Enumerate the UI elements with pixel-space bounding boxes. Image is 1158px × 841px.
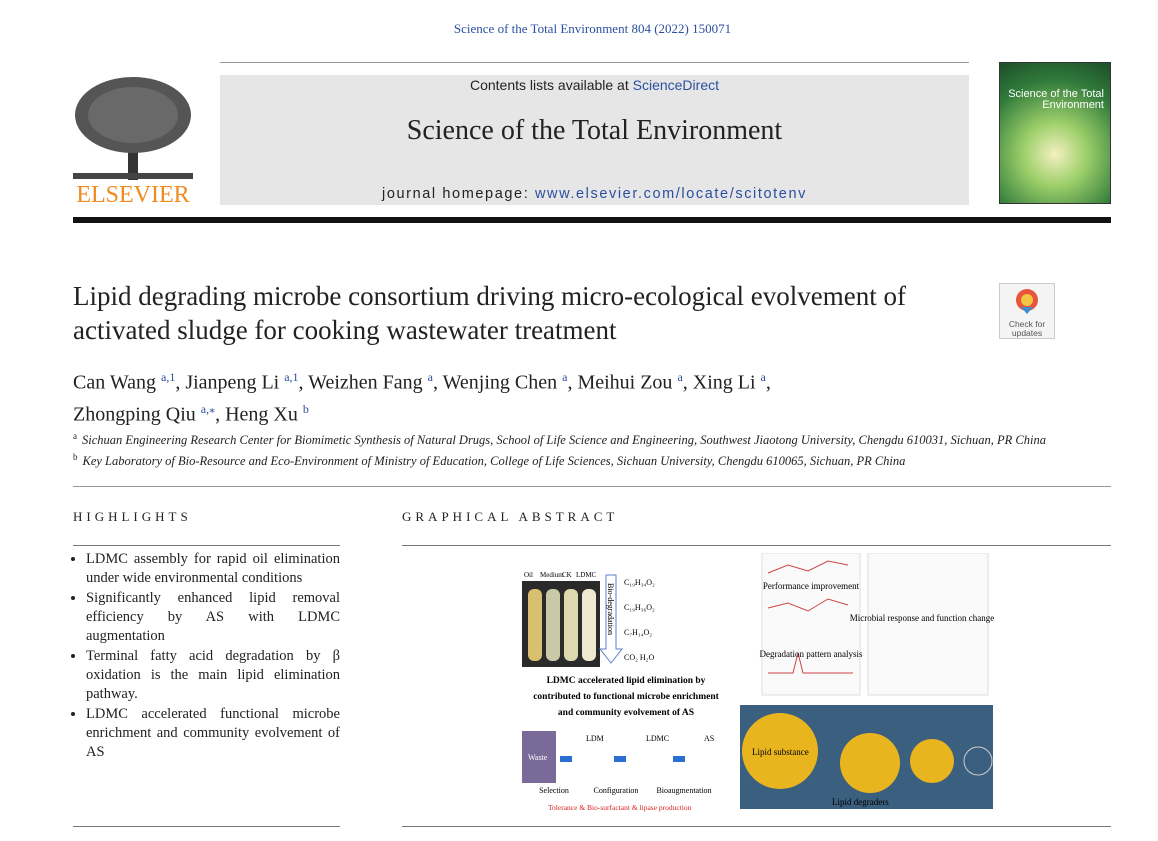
ga-label: LDM	[586, 734, 604, 743]
author-affiliation: a	[427, 370, 433, 384]
rule	[73, 486, 1111, 487]
cover-title: Science of the Total Environment	[1008, 88, 1104, 111]
author-name: , Wenjing Chen	[432, 371, 563, 394]
author-name: , Heng Xu	[215, 403, 303, 426]
highlight: LDMC accelerated functional microbe enri…	[86, 705, 340, 762]
affiliation-mark: a	[73, 431, 77, 441]
affiliation: b Key Laboratory of Bio-Resource and Eco-…	[73, 449, 1123, 470]
author-affiliation: a,1	[161, 370, 176, 384]
ga-label: Performance improvement	[763, 581, 860, 591]
link[interactable]: ScienceDirect	[632, 77, 719, 93]
ga-label: Bioaugmentation	[656, 786, 711, 795]
rule	[402, 826, 1111, 827]
text: Contents lists available at	[469, 77, 633, 93]
author-affiliation: b	[302, 401, 309, 416]
journal-title: Science of the Total Environment	[406, 115, 783, 146]
author-name: , Xing Li	[682, 371, 761, 394]
ga-label: CO₂ H₂O	[624, 653, 654, 662]
journal-cover: Science of the Total Environment	[999, 62, 1111, 204]
ga-label: Degradation pattern analysis	[760, 649, 863, 659]
ga-label: LDMC	[576, 571, 597, 579]
rule	[73, 826, 340, 827]
author-affiliation: a,⁎	[200, 401, 216, 416]
author-name: , Weizhen Fang	[298, 371, 428, 394]
author-affiliation: a	[677, 370, 683, 384]
homepage: journal homepage: www.elsevier.com/locat…	[220, 186, 969, 202]
ga-label: C₁₉H₃₄O₂	[624, 578, 655, 587]
journal-banner: Contents lists available at ScienceDirec…	[220, 75, 969, 205]
contents: Contents lists available at ScienceDirec…	[220, 77, 969, 93]
ga-label: Microbial response and function change	[850, 613, 994, 623]
affiliations: a Sichuan Engineering Research Center for…	[73, 428, 1123, 470]
check-icon	[1016, 289, 1038, 314]
ga-label: Bio-degradation	[606, 583, 615, 635]
ga-label: Medium	[540, 571, 564, 579]
rule	[73, 217, 1111, 223]
highlights-heading: HIGHLIGHTS	[73, 509, 192, 524]
author-affiliation: a	[562, 370, 568, 384]
check-updates[interactable]: Check for updates	[999, 283, 1055, 339]
author-name: , Meihui Zou	[567, 371, 678, 394]
ga-label: contributed to functional microbe enrich…	[533, 692, 719, 702]
ga-label: LDMC accelerated lipid elimination by	[547, 676, 706, 686]
text: journal homepage:	[382, 186, 535, 202]
article-title: Lipid degrading microbe consortium drivi…	[73, 281, 907, 345]
publisher: ELSEVIER	[76, 182, 190, 208]
ga-label: Lipid degraders	[832, 797, 889, 807]
affiliation-text: Sichuan Engineering Research Center for …	[82, 433, 1046, 448]
affiliation: a Sichuan Engineering Research Center for…	[73, 428, 1123, 449]
ga-label: Tolerance & Bio-surfactant & lipase prod…	[548, 803, 692, 812]
link[interactable]: www.elsevier.com/locate/scitotenv	[534, 186, 807, 202]
ga-label: and community evolvement of AS	[558, 708, 694, 718]
highlight: Significantly enhanced lipid removal eff…	[86, 589, 340, 646]
citation: Science of the Total Environment 804 (20…	[453, 21, 732, 36]
ga-label: Oil	[524, 571, 533, 579]
ga-label: CK	[562, 571, 572, 579]
highlights-list: LDMC assembly for rapid oil elimination …	[73, 550, 340, 763]
author-name: , Jianpeng Li	[175, 371, 285, 394]
affiliation-mark: b	[73, 452, 78, 463]
rule	[402, 545, 1111, 546]
author-name: ,	[765, 371, 771, 394]
ga-label: Lipid substance	[752, 747, 809, 757]
ga-label: Selection	[539, 786, 569, 795]
elsevier-tree	[73, 77, 193, 180]
ga-label: Configuration	[594, 786, 639, 795]
ga-heading: GRAPHICAL ABSTRACT	[402, 509, 619, 524]
author-affiliation: a,1	[284, 370, 299, 384]
check-label: Check for updates	[1008, 319, 1046, 338]
ga-label: Waste	[528, 753, 548, 762]
author-name: Can Wang	[73, 371, 162, 394]
author-affiliation: a	[760, 370, 766, 384]
ga-label: C₇H₁₄O₂	[624, 628, 652, 637]
highlight: LDMC assembly for rapid oil elimination …	[86, 550, 340, 588]
authors: Can Wang a,1, Jianpeng Li a,1, Weizhen F…	[73, 364, 913, 427]
ga-label: LDMC	[646, 734, 669, 743]
author-name: Zhongping Qiu	[73, 403, 201, 426]
affiliation-text: Key Laboratory of Bio-Resource and Eco-E…	[82, 454, 906, 469]
ga-label: AS	[704, 734, 714, 743]
rule	[220, 62, 969, 63]
ga-label: C₁₉H₃₆O₂	[624, 603, 655, 612]
rule	[73, 545, 340, 546]
highlight: Terminal fatty acid degradation by β oxi…	[86, 647, 340, 704]
